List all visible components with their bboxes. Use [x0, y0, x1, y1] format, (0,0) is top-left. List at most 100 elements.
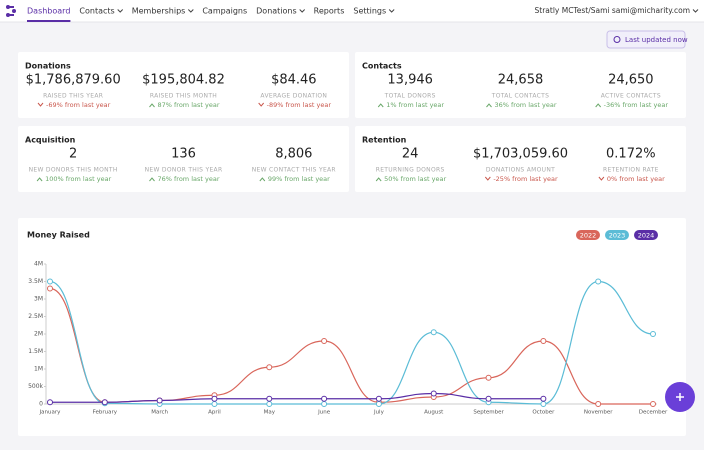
y-tick-label: 0: [39, 401, 43, 408]
data-point: [485, 395, 492, 402]
nav-item[interactable]: Donations: [256, 7, 297, 16]
metric-change: 50% from last year: [384, 175, 446, 183]
y-tick-label: 3M: [34, 296, 43, 303]
nav-bar: [0, 0, 704, 22]
caret: [299, 9, 306, 13]
metric-label: ACTIVE CONTACTS: [601, 93, 661, 100]
x-tick-label: December: [639, 410, 668, 416]
legend-label: 2023: [609, 232, 626, 240]
legend-pill: [576, 230, 600, 240]
x-tick-label: March: [151, 410, 168, 416]
y-tick-label: 2.5M: [28, 313, 43, 320]
data-point: [211, 395, 218, 402]
trend-up-arrow: [486, 103, 492, 108]
plus-icon: [676, 393, 684, 401]
metric-label: NEW DONORS THIS MONTH: [29, 167, 118, 174]
y-tick-label: 500k: [28, 383, 43, 390]
card-title: Retention: [362, 136, 407, 145]
metric-value: 24: [402, 147, 419, 162]
x-tick-label: August: [424, 410, 444, 416]
chart-card: [18, 218, 686, 436]
y-tick-label: 2M: [34, 331, 43, 338]
data-point: [430, 329, 437, 336]
metric-change: -36% from last year: [604, 101, 669, 109]
refresh-button[interactable]: [606, 30, 686, 49]
x-tick-label: September: [473, 410, 504, 416]
data-point: [540, 338, 547, 344]
trend-up-arrow: [259, 177, 266, 182]
metric-label: RETURNING DONORS: [376, 167, 445, 174]
metric-value: 8,806: [275, 147, 312, 162]
metric-change: 87% from last year: [158, 101, 220, 109]
nav-item[interactable]: Settings: [353, 7, 386, 16]
trend-down-arrow: [37, 102, 44, 107]
trend-down-arrow: [258, 102, 265, 107]
metric-change: 0% from last year: [607, 175, 665, 183]
data-point: [595, 278, 602, 285]
data-point: [47, 278, 53, 285]
data-point: [321, 338, 328, 344]
metric-label: DONATIONS AMOUNT: [486, 167, 555, 174]
metric-change: 1% from last year: [386, 101, 444, 109]
y-tick-label: 3.5M: [28, 278, 43, 285]
metric-label: RETENTION RATE: [603, 167, 659, 174]
metric-label: RAISED THIS MONTH: [150, 93, 217, 100]
data-point: [650, 331, 656, 337]
nav-item[interactable]: Campaigns: [202, 7, 247, 16]
user-menu[interactable]: Stratly MCTest/Sami sami@micharity.com: [535, 6, 691, 15]
nav-active-underline: [27, 20, 71, 22]
stat-card: [355, 52, 686, 118]
stat-card: [355, 126, 686, 192]
data-point: [101, 399, 108, 406]
data-point: [321, 395, 328, 402]
y-tick-label: 1M: [34, 366, 43, 373]
x-tick-label: January: [39, 410, 62, 416]
data-point: [430, 390, 437, 397]
y-tick-label: 4M: [34, 261, 43, 268]
x-tick-label: October: [532, 410, 555, 416]
nav-item[interactable]: Contacts: [79, 7, 114, 16]
metric-change: -25% from last year: [493, 175, 558, 183]
data-point: [211, 401, 218, 407]
metric-change: 99% from last year: [268, 175, 330, 183]
refresh-icon: [613, 36, 621, 43]
nav-item[interactable]: Reports: [314, 7, 345, 16]
data-point: [321, 401, 328, 407]
nav-item[interactable]: Dashboard: [27, 7, 70, 16]
metric-value: $1,786,879.60: [26, 73, 121, 88]
legend-pill: [605, 230, 629, 240]
data-point: [485, 374, 492, 381]
trend-up-arrow: [149, 177, 155, 182]
x-tick-label: November: [584, 410, 613, 416]
data-point: [375, 395, 382, 402]
metric-value: $1,703,059.60: [473, 147, 568, 162]
x-tick-label: April: [208, 410, 221, 416]
trend-down-arrow: [598, 176, 605, 181]
metric-change: 76% from last year: [158, 175, 220, 183]
nav-item[interactable]: Memberships: [132, 7, 186, 16]
data-point: [266, 364, 273, 371]
caret: [388, 9, 395, 13]
stat-card: [18, 126, 349, 192]
metric-label: RAISED THIS YEAR: [43, 93, 103, 100]
x-tick-label: June: [317, 410, 331, 416]
data-point: [266, 395, 273, 402]
metric-value: $195,804.82: [142, 73, 225, 88]
metric-value: 2: [69, 147, 77, 162]
trend-down-arrow: [484, 176, 491, 181]
data-point: [266, 401, 273, 407]
trend-up-arrow: [149, 103, 155, 108]
x-tick-label: February: [93, 410, 118, 416]
caret: [187, 9, 194, 13]
caret: [117, 9, 124, 13]
metric-label: NEW DONOR THIS YEAR: [145, 167, 223, 174]
card-title: Acquisition: [25, 136, 76, 145]
legend-label: 2022: [580, 232, 597, 240]
metric-value: 0.172%: [606, 147, 656, 162]
trend-up-arrow: [375, 177, 382, 182]
data-point: [595, 401, 602, 407]
metric-change: 36% from last year: [495, 101, 557, 109]
data-point: [540, 395, 547, 402]
